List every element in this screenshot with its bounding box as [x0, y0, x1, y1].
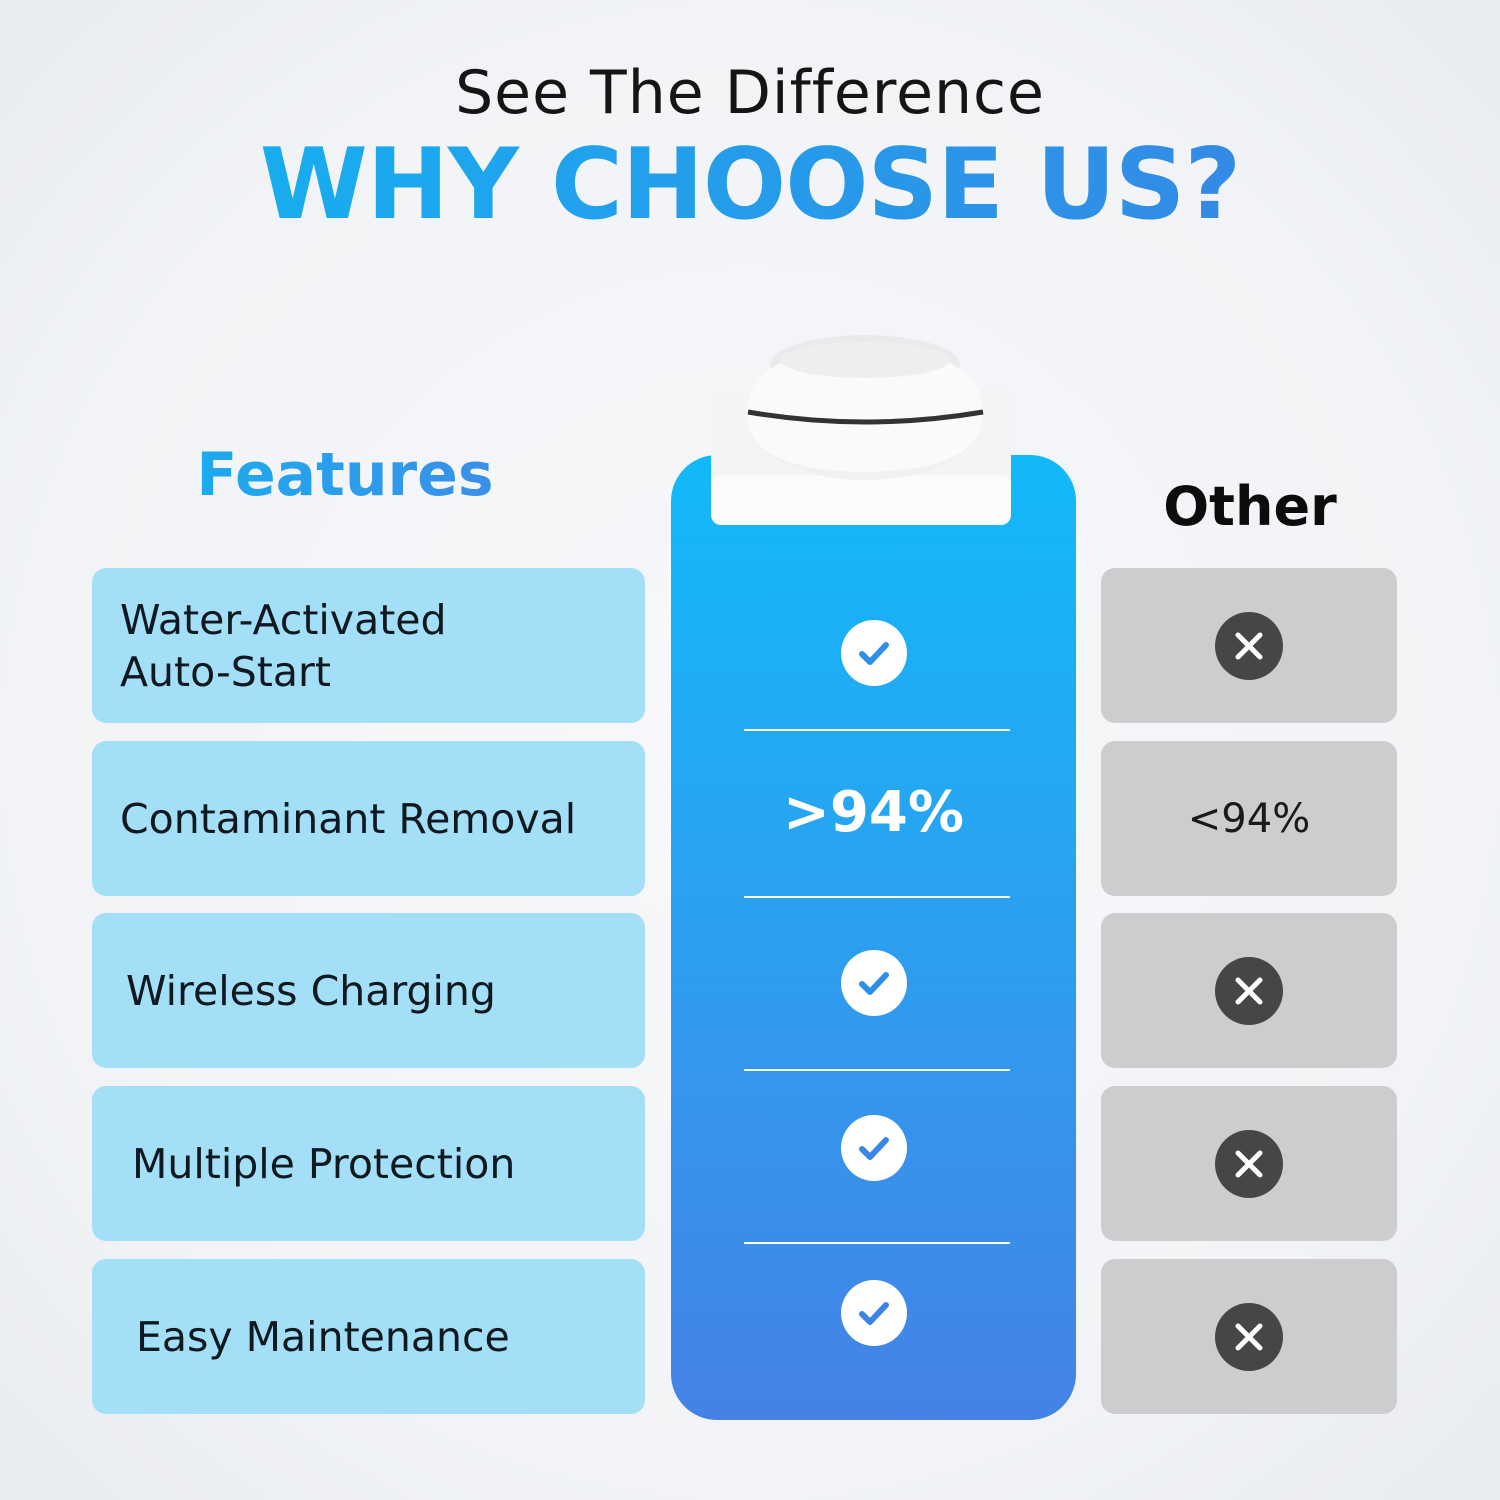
feature-row: Water-Activated Auto-Start	[92, 568, 645, 723]
our-product-column	[671, 455, 1076, 1420]
page-title: WHY CHOOSE US?	[0, 128, 1500, 242]
divider	[744, 729, 1010, 731]
other-heading: Other	[1163, 475, 1337, 538]
our-removal-value: >94%	[783, 780, 964, 845]
check-icon	[841, 620, 907, 686]
other-removal-value: <94%	[1187, 795, 1311, 842]
x-icon	[1215, 611, 1283, 680]
divider	[744, 896, 1010, 898]
check-icon	[841, 950, 907, 1016]
check-icon	[841, 1280, 907, 1346]
divider	[744, 1242, 1010, 1244]
x-icon	[1215, 1302, 1283, 1371]
x-icon	[1215, 1129, 1283, 1198]
product-image	[711, 335, 1011, 525]
feature-row: Wireless Charging	[92, 913, 645, 1068]
feature-row: Multiple Protection	[92, 1086, 645, 1241]
x-icon	[1215, 956, 1283, 1025]
feature-row: Easy Maintenance	[92, 1259, 645, 1414]
check-icon	[841, 1115, 907, 1181]
divider	[744, 1069, 1010, 1071]
subtitle: See The Difference	[455, 58, 1045, 128]
other-row	[1101, 913, 1397, 1068]
features-heading: Features	[150, 440, 540, 510]
other-row	[1101, 1259, 1397, 1414]
other-row	[1101, 568, 1397, 723]
other-row	[1101, 1086, 1397, 1241]
feature-row: Contaminant Removal	[92, 741, 645, 896]
other-row: <94%	[1101, 741, 1397, 896]
